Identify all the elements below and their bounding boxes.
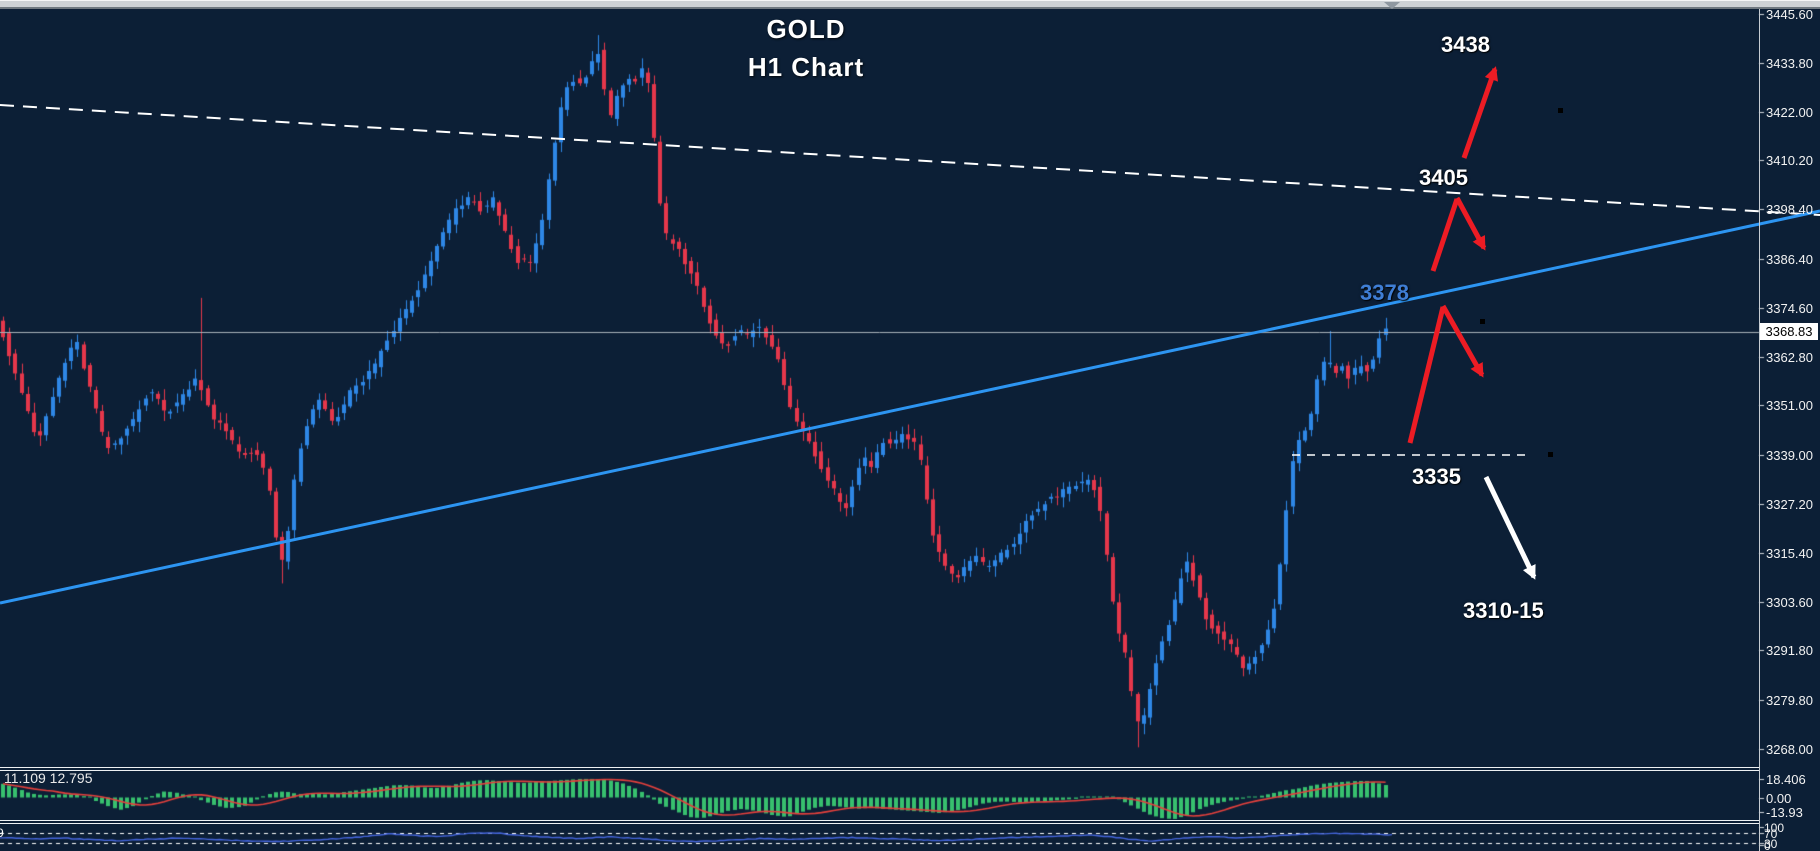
arrow-up-to-3378[interactable]: [1407, 306, 1446, 444]
object-anchor-dot-0[interactable]: [1558, 108, 1563, 113]
rsi-clipped-label: 9: [0, 826, 4, 840]
price-axis-label-3339.00: 3339.00: [1766, 448, 1813, 464]
price-axis-label-3315.40: 3315.40: [1766, 545, 1813, 561]
title-symbol: GOLD: [766, 14, 846, 44]
price-axis-label-3303.60: 3303.60: [1766, 594, 1813, 610]
macd-axis-label--13.93: -13.93: [1766, 804, 1803, 820]
price-axis-label-3386.40: 3386.40: [1766, 251, 1813, 267]
macd-values-label: 11.109 12.795: [4, 770, 93, 786]
price-axis-label-3351.00: 3351.00: [1766, 398, 1813, 414]
price-axis-label-3410.20: 3410.20: [1766, 153, 1813, 169]
level-label-3378[interactable]: 3378: [1360, 280, 1409, 305]
rsi-axis-label-100: 100: [1764, 821, 1785, 835]
arrow-reject-3405[interactable]: [1454, 196, 1487, 251]
descending-resistance-dashed-line[interactable]: [0, 104, 1820, 216]
price-axis-label-3279.80: 3279.80: [1766, 693, 1813, 709]
level-label-3405[interactable]: 3405: [1419, 165, 1468, 190]
target-label-3310-15[interactable]: 3310-15: [1463, 598, 1544, 623]
current-price-tag: 3368.83: [1760, 323, 1818, 340]
price-axis-label-3445.60: 3445.60: [1766, 6, 1813, 22]
arrow-up-to-3405[interactable]: [1430, 198, 1460, 272]
rsi-axis-label-30: 30: [1764, 837, 1778, 851]
ascending-support-trendline[interactable]: [0, 209, 1820, 605]
window-top-border: [0, 0, 1820, 9]
price-axis-label-3374.60: 3374.60: [1766, 300, 1813, 316]
macd-rsi-separator-lower: [0, 823, 1759, 824]
macd-axis-label-18.406: 18.406: [1766, 771, 1806, 787]
level-label-3335[interactable]: 3335: [1412, 464, 1461, 489]
price-axis-label-3362.80: 3362.80: [1766, 349, 1813, 365]
target-label-3438[interactable]: 3438: [1441, 32, 1490, 57]
price-axis-label-3422.00: 3422.00: [1766, 104, 1813, 120]
chart-macd-separator[interactable]: [0, 767, 1759, 768]
object-anchor-dot-1[interactable]: [1480, 319, 1485, 324]
price-axis-label-3268.00: 3268.00: [1766, 741, 1813, 757]
arrow-reject-3378[interactable]: [1440, 304, 1485, 378]
price-axis-label-3291.80: 3291.80: [1766, 643, 1813, 659]
title-timeframe: H1 Chart: [747, 52, 865, 82]
macd-rsi-separator[interactable]: [0, 820, 1759, 821]
chart-shift-marker-icon[interactable]: [1384, 2, 1400, 9]
chart-macd-separator-lower: [0, 770, 1759, 771]
chart-title-object[interactable]: GOLD H1 Chart: [606, 14, 1006, 83]
price-axis-label-3398.40: 3398.40: [1766, 202, 1813, 218]
price-axis-line: [1759, 8, 1760, 851]
rsi-axis-label-0: 0: [1764, 839, 1771, 851]
macd-axis-label-0.00: 0.00: [1766, 790, 1792, 806]
rsi-axis-label-70: 70: [1764, 826, 1778, 841]
arrow-up-to-3438[interactable]: [1461, 66, 1498, 159]
object-anchor-dot-2[interactable]: [1548, 452, 1553, 457]
arrow-down-to-3310-15[interactable]: [1483, 475, 1537, 580]
price-axis-label-3327.20: 3327.20: [1766, 496, 1813, 512]
price-axis-label-3433.80: 3433.80: [1766, 55, 1813, 71]
